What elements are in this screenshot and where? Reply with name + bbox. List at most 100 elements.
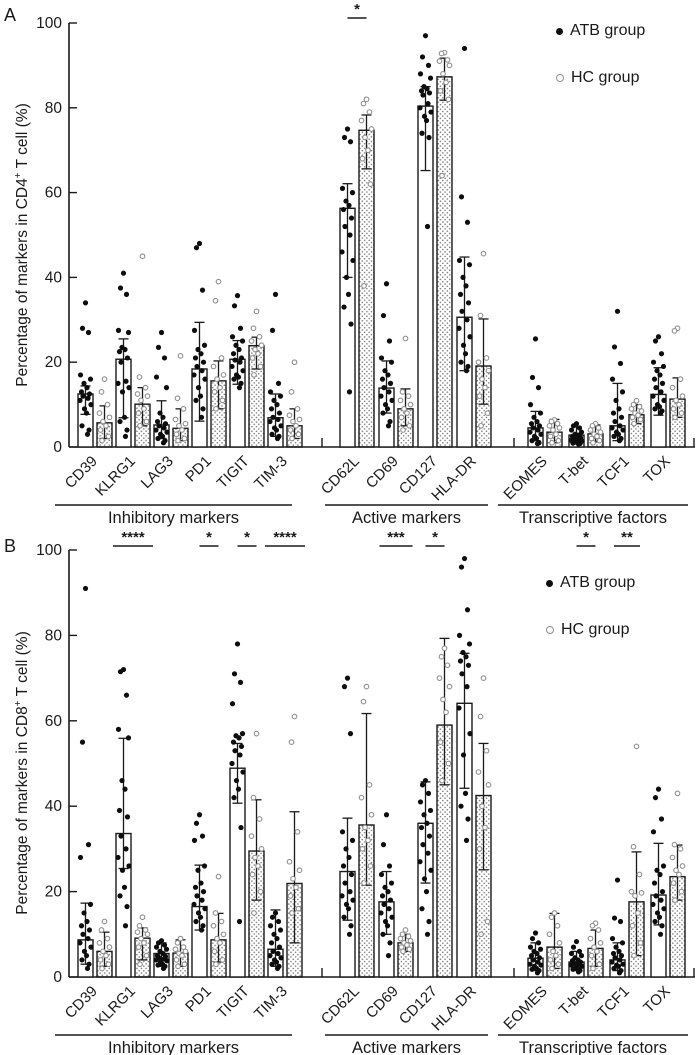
scatter-point-atb [239, 731, 246, 737]
scatter-point-atb [121, 884, 128, 890]
scatter-point-hc [215, 873, 222, 880]
scatter-point-hc [588, 952, 595, 959]
scatter-point-atb [240, 769, 246, 775]
scatter-point-atb [341, 684, 348, 690]
scatter-point-hc [288, 389, 295, 395]
scatter-point-hc [210, 922, 217, 929]
scatter-point-atb [196, 812, 203, 818]
significance-label: *** [387, 529, 405, 546]
scatter-point-atb [346, 202, 352, 208]
scatter-point-atb [117, 893, 123, 899]
scatter-point-hc [137, 422, 143, 429]
scatter-point-atb [119, 389, 126, 395]
scatter-point-atb [350, 257, 356, 264]
scatter-point-atb [425, 62, 432, 68]
scatter-point-atb [240, 368, 246, 374]
significance-label: ** [621, 529, 633, 546]
scatter-point-atb [115, 854, 121, 861]
scatter-point-atb [387, 418, 393, 425]
scatter-point-atb [276, 944, 283, 950]
scatter-point-hc [142, 384, 149, 391]
scatter-point-atb [467, 334, 473, 340]
scatter-point-hc [485, 782, 492, 788]
scatter-point-atb [269, 914, 276, 920]
scatter-point-atb [650, 359, 657, 365]
scatter-point-atb [77, 372, 84, 378]
legend-label-atb: ATB group [560, 574, 636, 591]
scatter-point-atb [82, 300, 89, 306]
scatter-point-hc [676, 401, 682, 408]
scatter-point-atb [124, 814, 131, 820]
scatter-point-atb [202, 906, 208, 912]
scatter-point-atb [384, 406, 391, 412]
scatter-point-atb [124, 355, 131, 361]
scatter-point-hc [669, 384, 676, 391]
scatter-point-atb [613, 397, 619, 403]
scatter-point-atb [537, 410, 544, 416]
category-label: TOX [640, 453, 674, 487]
scatter-point-hc [440, 71, 446, 77]
scatter-point-atb [237, 359, 243, 365]
scatter-point-atb [464, 607, 471, 613]
bar-hc-CD127 [436, 76, 453, 448]
scatter-point-hc [483, 747, 490, 754]
scatter-point-atb [530, 425, 536, 431]
scatter-point-hc [143, 952, 150, 959]
scatter-point-atb [609, 935, 616, 942]
scatter-point-atb [459, 308, 465, 314]
scatter-point-hc [175, 963, 181, 970]
scatter-point-hc [249, 871, 256, 878]
scatter-point-atb [466, 641, 473, 647]
scatter-point-atb [124, 903, 130, 910]
scatter-point-atb [235, 786, 242, 792]
scatter-point-atb [118, 359, 124, 365]
scatter-point-hc [219, 397, 226, 404]
scatter-point-hc [556, 425, 563, 431]
scatter-point-atb [658, 351, 665, 357]
scatter-point-hc [293, 884, 299, 891]
scatter-point-hc [480, 250, 487, 257]
scatter-point-atb [87, 901, 94, 908]
scatter-point-hc [547, 957, 554, 963]
scatter-point-atb [463, 654, 469, 660]
scatter-point-atb [154, 418, 161, 425]
scatter-point-hc [677, 376, 684, 383]
scatter-point-atb [578, 429, 585, 435]
scatter-point-atb [428, 867, 434, 873]
legend-label-hc: HC group [571, 69, 640, 86]
scatter-point-hc [361, 880, 367, 886]
y-tick-label: 80 [45, 100, 63, 117]
scatter-point-hc [439, 172, 445, 179]
scatter-point-hc [596, 961, 603, 968]
scatter-point-hc [361, 283, 367, 289]
y-tick-label: 0 [53, 439, 62, 456]
scatter-point-atb [343, 901, 350, 908]
scatter-point-atb [620, 427, 626, 433]
scatter-point-atb [229, 363, 235, 370]
scatter-point-hc [446, 62, 453, 69]
atb-filled-dot-icon [546, 579, 553, 587]
scatter-point-hc [397, 397, 404, 404]
scatter-point-atb [200, 359, 207, 365]
scatter-point-atb [568, 962, 574, 968]
scatter-point-atb [81, 380, 87, 386]
scatter-point-hc [400, 427, 406, 433]
scatter-point-hc [215, 278, 222, 285]
scatter-point-atb [274, 935, 280, 942]
scatter-point-atb [349, 837, 356, 843]
scatter-point-atb [80, 393, 86, 399]
scatter-point-hc [445, 96, 452, 103]
scatter-point-atb [417, 799, 424, 805]
scatter-point-atb [275, 380, 282, 386]
scatter-point-atb [122, 346, 128, 353]
scatter-point-atb [419, 782, 426, 788]
scatter-point-atb [117, 418, 123, 425]
scatter-point-atb [192, 355, 199, 361]
scatter-point-atb [116, 349, 123, 355]
scatter-point-hc [484, 410, 491, 416]
scatter-point-atb [84, 385, 90, 391]
scatter-point-atb [619, 389, 626, 395]
scatter-point-atb [85, 395, 91, 401]
scatter-point-atb [458, 194, 465, 200]
scatter-point-atb [423, 117, 430, 124]
